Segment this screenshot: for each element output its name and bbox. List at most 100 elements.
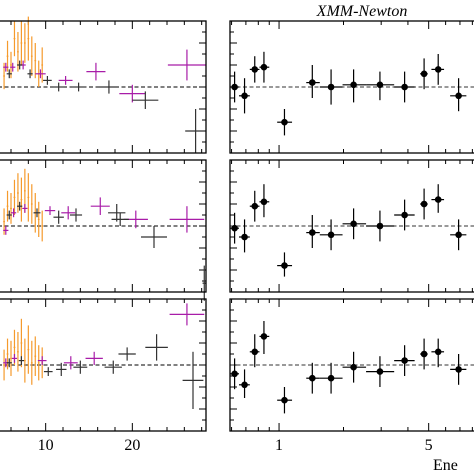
data-point	[108, 204, 126, 222]
data-point	[6, 338, 9, 370]
data-point	[99, 80, 119, 94]
data-point	[3, 349, 5, 381]
data-point	[20, 177, 23, 222]
data-point	[431, 184, 445, 213]
data-point	[132, 91, 159, 109]
marker-dot	[241, 92, 248, 100]
panel-right-top	[229, 20, 474, 154]
data-point	[27, 69, 33, 79]
marker-dot	[251, 348, 259, 356]
data-point	[37, 201, 40, 237]
data-point	[366, 356, 395, 387]
data-point	[306, 215, 320, 248]
data-point	[6, 358, 12, 368]
data-point	[3, 226, 9, 235]
series-series_black	[6, 201, 206, 301]
data-point	[85, 351, 103, 365]
marker-dot	[434, 348, 442, 356]
data-point	[17, 332, 19, 372]
panel-right-top-marks	[230, 20, 474, 154]
marker-dot	[251, 202, 259, 210]
data-point	[259, 321, 270, 354]
data-point	[6, 40, 9, 72]
data-point	[17, 60, 23, 70]
panel-left-top	[0, 16, 207, 154]
data-point	[239, 369, 250, 398]
series-series_purple	[3, 49, 206, 103]
data-point	[43, 76, 52, 85]
marker-dot	[260, 333, 268, 340]
marker-dot	[401, 211, 408, 219]
data-point	[13, 179, 16, 215]
series-series_purple	[3, 197, 205, 235]
data-point	[6, 190, 9, 222]
panel-right-bottom-frame	[229, 298, 474, 432]
panel-left-bottom	[0, 298, 207, 432]
data-point	[10, 193, 12, 224]
marker-dot	[241, 233, 248, 241]
data-point	[6, 69, 12, 79]
data-point	[71, 82, 86, 92]
data-point	[306, 362, 320, 394]
data-point	[56, 362, 67, 376]
data-point	[450, 354, 467, 385]
marker-dot	[455, 231, 462, 239]
data-point	[90, 197, 110, 215]
data-point	[239, 219, 250, 253]
data-point	[27, 325, 30, 374]
data-point	[33, 208, 41, 218]
right-x-tick-label: 5	[425, 437, 433, 454]
series-xmm	[230, 321, 467, 414]
marker-dot	[376, 81, 384, 89]
data-point	[119, 84, 146, 103]
data-point	[185, 109, 206, 153]
marker-dot	[434, 66, 442, 73]
data-point	[342, 208, 367, 240]
data-point	[259, 184, 270, 218]
data-point	[249, 56, 260, 83]
data-point	[277, 109, 293, 136]
data-point	[30, 36, 33, 76]
data-point	[306, 65, 320, 98]
marker-dot	[455, 92, 462, 100]
data-point	[230, 212, 240, 244]
data-point	[37, 356, 47, 365]
data-point	[319, 69, 343, 105]
data-point	[111, 212, 129, 226]
marker-dot	[350, 81, 357, 89]
marker-dot	[327, 83, 335, 91]
marker-dot	[260, 198, 268, 206]
panel-left-top-frame	[0, 20, 207, 154]
marker-dot	[401, 357, 408, 364]
data-point	[34, 336, 37, 376]
data-point	[24, 338, 26, 383]
marker-dot	[420, 70, 428, 78]
marker-dot	[281, 262, 288, 269]
panel-left-middle-ticks	[10, 159, 206, 293]
marker-dot	[420, 200, 428, 208]
data-point	[13, 21, 16, 57]
series-xmm	[230, 51, 467, 136]
data-point	[18, 356, 24, 365]
data-point	[141, 226, 167, 248]
marker-dot	[309, 229, 316, 236]
marker-dot	[376, 222, 384, 230]
data-point	[420, 188, 428, 220]
panel-right-middle-marks	[230, 159, 474, 293]
data-point	[420, 58, 428, 90]
marker-dot	[241, 381, 248, 389]
data-point	[230, 358, 240, 390]
data-point	[118, 347, 136, 361]
data-point	[342, 69, 367, 103]
data-point	[10, 62, 16, 72]
panel-right-middle-frame	[229, 159, 474, 293]
data-point	[17, 32, 19, 72]
marker-dot	[376, 368, 384, 375]
right-title: XMM-Newton	[316, 3, 408, 20]
data-point	[37, 345, 40, 381]
series-series_orange	[3, 168, 44, 242]
data-point	[41, 210, 44, 242]
data-point	[420, 338, 428, 370]
data-point	[6, 210, 12, 220]
data-point	[53, 210, 64, 224]
